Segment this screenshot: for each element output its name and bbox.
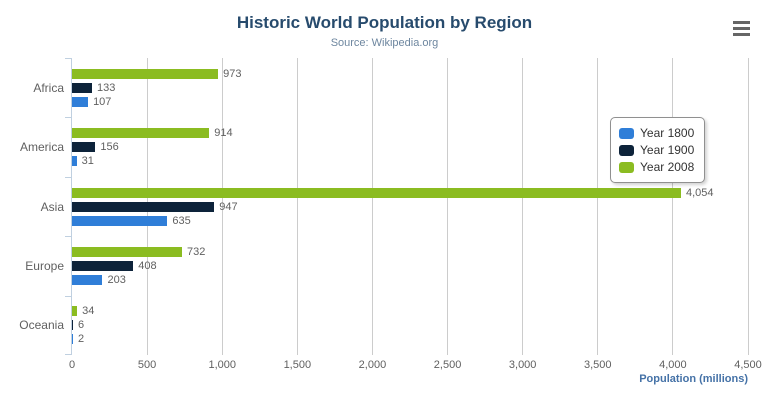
gridline [221, 58, 223, 355]
plot-area: Africa 973 133 107 America 914 156 31 Asia 4,054 9… [19, 58, 749, 355]
bar-value-label: 2 [78, 333, 85, 346]
gridline [672, 58, 674, 355]
y-axis-tick [65, 117, 71, 118]
x-axis-tick-label: 2,000 [358, 359, 387, 371]
x-axis-tick-label: 3,000 [508, 359, 537, 371]
bar-value-label: 973 [223, 67, 242, 80]
x-axis-tick-label: 0 [68, 359, 76, 371]
gridline [522, 58, 524, 355]
x-axis-tick-label: 3,500 [584, 359, 612, 371]
legend-item-year-2008[interactable]: Year 2008 [619, 159, 694, 175]
bar-asia-year-1900[interactable] [72, 201, 215, 212]
bar-oceania-year-2008[interactable] [72, 306, 78, 317]
legend-item-year-1800[interactable]: Year 1800 [619, 125, 694, 141]
gridline [747, 58, 749, 355]
x-axis-tick-label: 500 [137, 359, 157, 371]
bar-value-label: 6 [78, 319, 85, 332]
x-axis-title: Population (millions) [639, 373, 748, 385]
bar-africa-year-2008[interactable] [72, 68, 219, 79]
bar-america-year-2008[interactable] [72, 128, 210, 139]
gridline [447, 58, 449, 355]
bar-value-label: 107 [93, 95, 112, 108]
legend-swatch-icon [619, 144, 634, 156]
bar-america-year-1800[interactable] [72, 156, 77, 167]
legend-item-year-1900[interactable]: Year 1900 [619, 142, 694, 158]
y-axis-line [71, 58, 72, 355]
bar-oceania-year-1900[interactable] [72, 320, 73, 331]
bar-europe-year-2008[interactable] [72, 246, 182, 257]
bar-asia-year-1800[interactable] [72, 215, 168, 226]
y-axis-tick [65, 354, 71, 355]
bar-value-label: 203 [107, 273, 126, 286]
hamburger-bar [733, 27, 750, 30]
bar-value-label: 732 [186, 245, 206, 258]
hamburger-bar [733, 33, 750, 36]
hamburger-icon [733, 21, 751, 36]
bar-europe-year-1800[interactable] [72, 274, 103, 285]
bar-europe-year-1900[interactable] [72, 260, 134, 271]
category-label-america: America [19, 140, 64, 155]
bar-value-label: 947 [219, 200, 238, 213]
bar-africa-year-1900[interactable] [72, 82, 92, 93]
category-label-oceania: Oceania [19, 318, 64, 333]
category-label-europe: Europe [25, 258, 64, 273]
category-label-asia: Asia [40, 199, 64, 214]
x-axis-tick-label: 1,500 [283, 359, 312, 371]
legend-item-label: Year 1800 [640, 126, 695, 140]
bar-value-label: 408 [138, 259, 157, 272]
hamburger-bar [733, 21, 750, 24]
legend: Year 1800 Year 1900 Year 2008 [610, 117, 706, 183]
bar-value-label: 133 [96, 81, 116, 94]
legend-item-label: Year 1900 [640, 143, 695, 157]
x-axis-tick-label: 1,000 [208, 359, 236, 371]
y-axis-tick [65, 58, 71, 59]
legend-item-label: Year 2008 [640, 160, 695, 174]
chart-subtitle: Source: Wikipedia.org [330, 37, 439, 49]
gridline [597, 58, 599, 355]
chart-title: Historic World Population by Region [236, 13, 533, 32]
context-menu-button[interactable] [731, 19, 753, 38]
x-axis: 0 500 1,000 1,500 2,000 2,500 3,000 3,500 4,000 4… [68, 359, 762, 373]
bar-value-label: 34 [82, 305, 95, 318]
gridline [296, 58, 298, 355]
legend-swatch-icon [619, 161, 634, 173]
y-axis-tick [65, 177, 71, 178]
x-axis-tick-label: 4,000 [659, 359, 687, 371]
bar-asia-year-2008[interactable] [72, 187, 681, 198]
bar-value-label: 4,054 [686, 186, 714, 199]
legend-swatch-icon [619, 127, 634, 139]
gridline [371, 58, 373, 355]
bar-oceania-year-1800[interactable] [72, 334, 73, 345]
bar-value-label: 635 [172, 214, 191, 227]
bar-america-year-1900[interactable] [72, 142, 96, 153]
bar-value-label: 914 [214, 127, 233, 140]
y-axis-tick [65, 236, 71, 237]
x-axis-tick-label: 4,500 [734, 359, 762, 371]
y-axis-tick [65, 296, 71, 297]
bar-africa-year-1800[interactable] [72, 96, 89, 107]
category-label-africa: Africa [33, 80, 64, 95]
x-axis-tick-label: 2,500 [433, 359, 462, 371]
bar-value-label: 31 [81, 155, 94, 168]
bar-value-label: 156 [100, 141, 119, 154]
